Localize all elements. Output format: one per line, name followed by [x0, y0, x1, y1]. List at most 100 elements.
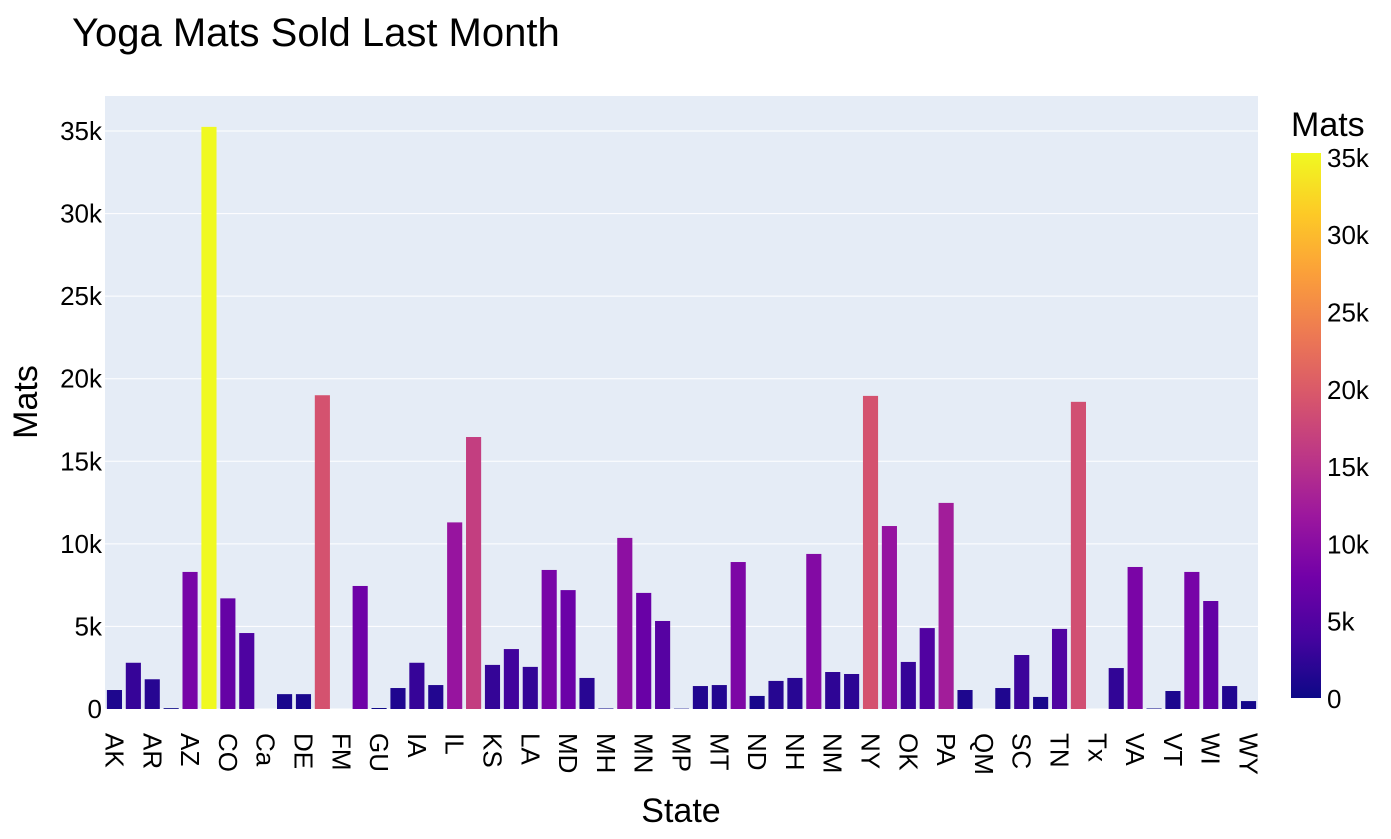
x-tick-label: ND: [742, 733, 772, 771]
bar: [579, 677, 595, 709]
bar: [1222, 686, 1238, 709]
bar: [239, 633, 255, 709]
bar: [957, 690, 973, 709]
bar: [730, 562, 746, 709]
x-tick-label: IA: [402, 733, 432, 758]
bar: [919, 628, 935, 709]
colorbar-tick-label: 20k: [1327, 375, 1370, 405]
bar: [295, 694, 312, 709]
x-tick-label: Ca: [251, 733, 281, 767]
y-axis-title: Mats: [7, 365, 45, 439]
colorbar-tick-label: 10k: [1327, 529, 1370, 559]
x-tick-label: IL: [440, 733, 470, 755]
x-tick-label: MN: [629, 733, 659, 773]
x-tick-label: LA: [515, 733, 545, 765]
x-tick-label: NH: [780, 733, 810, 771]
bar: [1033, 696, 1049, 709]
x-tick-label: CO: [213, 733, 243, 772]
x-tick-label: AK: [99, 733, 129, 768]
y-tick-label: 5k: [75, 611, 103, 641]
bar: [371, 708, 387, 709]
bar: [163, 708, 179, 709]
bar: [1184, 571, 1200, 709]
x-tick-label: NM: [818, 733, 848, 773]
bar: [1203, 600, 1219, 709]
x-tick-label: WY: [1234, 733, 1264, 775]
bar: [390, 688, 406, 709]
bar: [1165, 690, 1181, 709]
x-tick-label: SC: [1007, 733, 1037, 769]
y-tick-label: 15k: [60, 446, 103, 476]
x-tick-label: KS: [477, 733, 507, 768]
bar: [522, 666, 538, 709]
bar: [409, 662, 425, 709]
bar: [106, 690, 123, 709]
bar: [314, 395, 330, 709]
x-tick-label: VT: [1158, 733, 1188, 766]
bar: [938, 502, 954, 709]
bar: [806, 553, 822, 709]
bar: [503, 649, 519, 709]
colorbar-tick-label: 35k: [1327, 143, 1370, 173]
bar: [1108, 668, 1124, 709]
x-tick-label: MH: [591, 733, 621, 773]
x-tick-label: NY: [856, 733, 886, 769]
x-tick-label: TN: [1045, 733, 1075, 768]
bar: [862, 395, 879, 709]
y-tick-label: 35k: [60, 116, 103, 146]
bar: [484, 664, 501, 709]
x-tick-label: GU: [364, 733, 394, 772]
bar: [617, 537, 633, 709]
bar: [541, 569, 557, 709]
bar: [1127, 566, 1143, 709]
x-tick-label: WI: [1196, 733, 1226, 765]
colorbar-title: Mats: [1291, 106, 1365, 144]
x-tick-label: AZ: [175, 733, 205, 766]
bar: [768, 680, 784, 709]
bar: [447, 522, 463, 709]
x-tick-label: MT: [704, 733, 734, 771]
bar: [1070, 401, 1086, 709]
bar: [844, 673, 860, 709]
colorbar: [1291, 153, 1321, 698]
y-tick-label: 25k: [60, 281, 103, 311]
y-tick-label: 10k: [60, 529, 103, 559]
bar: [995, 688, 1011, 709]
bar: [182, 571, 198, 709]
y-tick-label: 0: [88, 694, 102, 724]
colorbar-tick-label: 25k: [1327, 297, 1370, 327]
x-tick-label: PA: [931, 733, 961, 766]
x-tick-label: MD: [553, 733, 583, 773]
bar: [787, 677, 803, 709]
bar: [636, 592, 652, 709]
bar: [144, 679, 160, 709]
colorbar-tick-label: 5k: [1327, 607, 1355, 637]
bar: [560, 590, 576, 709]
x-tick-label: DE: [288, 733, 318, 769]
x-tick-label: QM: [969, 733, 999, 775]
x-tick-label: MP: [667, 733, 697, 772]
colorbar-tick-label: 30k: [1327, 220, 1370, 250]
bar: [428, 685, 444, 709]
bar: [749, 695, 765, 709]
chart-title: Yoga Mats Sold Last Month: [72, 11, 560, 55]
x-tick-label: OK: [893, 733, 923, 771]
bar: [201, 126, 217, 709]
bar: [1051, 628, 1068, 709]
bar: [1014, 654, 1030, 709]
bar: [125, 662, 141, 709]
bar: [1240, 701, 1257, 709]
colorbar-tick-label: 0: [1327, 684, 1341, 714]
bar: [466, 437, 482, 709]
bar: [881, 526, 897, 709]
colorbar-tick-label: 15k: [1327, 452, 1370, 482]
bar: [655, 620, 671, 709]
x-tick-label: AR: [137, 733, 167, 769]
x-tick-label: VA: [1120, 733, 1150, 766]
bar: [711, 685, 727, 709]
bar: [900, 661, 916, 709]
bar: [220, 598, 236, 709]
bar: [825, 672, 841, 709]
bar: [352, 585, 368, 709]
